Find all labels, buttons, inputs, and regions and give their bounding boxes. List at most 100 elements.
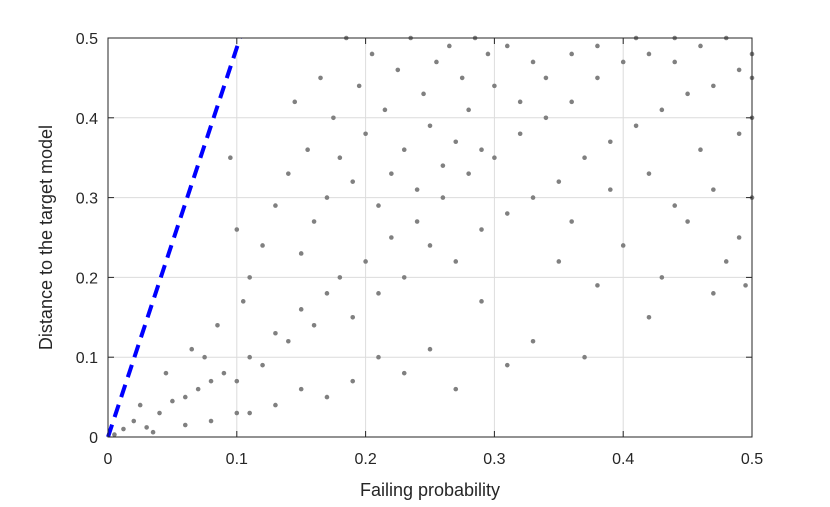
x-tick-label-1: 0.1 (226, 451, 248, 468)
x-tick-label-3: 0.3 (483, 451, 505, 468)
scatter-point-43 (659, 107, 665, 113)
scatter-point-35 (556, 179, 562, 184)
x-tick-label-0: 0 (104, 451, 113, 468)
scatter-point-13 (273, 330, 278, 336)
scatter-point-7 (195, 386, 201, 392)
y-axis-label: Distance to the target model (36, 125, 56, 350)
scatter-point-10 (234, 378, 240, 384)
scatter-point-82 (228, 155, 233, 160)
scatter-point-60 (556, 259, 562, 264)
scatter-point-47 (711, 83, 716, 89)
scatter-point-40 (620, 59, 626, 65)
scatter-point-30 (492, 155, 497, 160)
scatter-point-69 (324, 394, 330, 400)
scatter-point-86 (260, 243, 265, 248)
scatter-point-20 (363, 259, 368, 264)
scatter-point-37 (582, 155, 587, 160)
scatter-point-104 (389, 171, 394, 176)
scatter-point-67 (376, 354, 381, 360)
scatter-point-131 (743, 283, 748, 288)
scatter-point-5 (170, 398, 175, 404)
scatter-point-93 (318, 75, 323, 81)
scatter-point-71 (273, 402, 278, 408)
x-tick-label-5: 0.5 (741, 451, 763, 468)
scatter-point-19 (350, 315, 356, 320)
scatter-point-34 (543, 115, 549, 121)
scatter-point-3 (144, 425, 149, 430)
x-tick-label-4: 0.4 (612, 451, 634, 468)
y-tick-label-4: 0.4 (76, 111, 98, 128)
scatter-point-87 (273, 203, 278, 208)
scatter-point-122 (517, 99, 523, 105)
scatter-point-138 (608, 187, 613, 192)
scatter-point-76 (150, 429, 156, 435)
scatter-point-89 (292, 99, 298, 105)
grid-lines (107, 37, 753, 438)
scatter-point-83 (234, 227, 240, 232)
scatter-point-88 (286, 171, 291, 176)
scatter-point-114 (453, 139, 459, 145)
scatter-point-2 (131, 418, 137, 424)
scatter-point-136 (672, 203, 678, 208)
scatter-point-17 (324, 291, 330, 296)
scatter-point-22 (389, 235, 394, 240)
scatter-point-25 (427, 243, 433, 248)
scatter-point-45 (685, 91, 690, 97)
scatter-point-57 (620, 243, 626, 248)
scatter-point-1 (121, 426, 126, 432)
scatter-point-42 (646, 51, 652, 57)
scatter-point-21 (376, 291, 381, 296)
scatter-point-66 (401, 370, 407, 376)
x-axis-label: Failing probability (360, 480, 500, 500)
scatter-point-96 (337, 155, 343, 160)
scatter-point-53 (711, 291, 716, 296)
scatter-point-56 (646, 315, 652, 320)
scatter-point-31 (504, 211, 510, 216)
scatter-point-4 (157, 410, 162, 416)
scatter-point-73 (234, 410, 240, 416)
axis-ticks: 0 0.1 0.2 0.3 0.4 0.5 0 0.1 0.2 0.3 0.4 0.5 (76, 31, 763, 468)
scatter-point-110 (427, 123, 433, 129)
scatter-point-98 (350, 179, 356, 184)
scatter-point-6 (182, 394, 188, 400)
scatter-point-111 (434, 59, 439, 65)
x-tick-label-2: 0.2 (354, 451, 376, 468)
scatter-point-23 (401, 275, 407, 280)
scatter-point-8 (208, 378, 214, 384)
scatter-point-59 (582, 354, 587, 360)
scatter-point-18 (337, 275, 343, 280)
scatter-point-33 (530, 195, 536, 200)
scatter-point-11 (247, 354, 252, 360)
scatter-point-91 (305, 147, 310, 153)
scatter-point-125 (569, 51, 574, 57)
scatter-point-108 (414, 187, 420, 192)
scatter-point-139 (569, 219, 574, 224)
scatter-point-113 (447, 43, 452, 49)
scatter-point-106 (401, 147, 407, 153)
scatter-point-124 (543, 75, 549, 81)
scatter-point-95 (331, 115, 336, 121)
scatter-points (112, 35, 755, 437)
scatter-point-77 (137, 402, 143, 408)
scatter-point-81 (215, 322, 220, 328)
scatter-point-90 (298, 251, 304, 256)
scatter-point-0 (112, 432, 117, 437)
y-tick-label-3: 0.3 (76, 191, 98, 208)
scatter-point-134 (736, 131, 742, 137)
scatter-point-94 (324, 195, 330, 200)
scatter-point-103 (382, 107, 388, 113)
scatter-point-85 (247, 275, 252, 280)
scatter-point-29 (479, 227, 484, 232)
y-tick-label-2: 0.2 (76, 270, 98, 287)
scatter-point-135 (711, 187, 716, 192)
scatter-point-28 (466, 171, 471, 176)
scatter-point-126 (595, 43, 600, 49)
scatter-point-26 (440, 195, 446, 200)
scatter-point-68 (350, 378, 356, 384)
scatter-point-36 (569, 99, 574, 105)
scatter-point-70 (298, 386, 304, 392)
scatter-point-105 (395, 67, 401, 73)
scatter-point-49 (736, 67, 742, 73)
scatter-point-84 (240, 299, 246, 304)
scatter-point-74 (208, 418, 214, 424)
